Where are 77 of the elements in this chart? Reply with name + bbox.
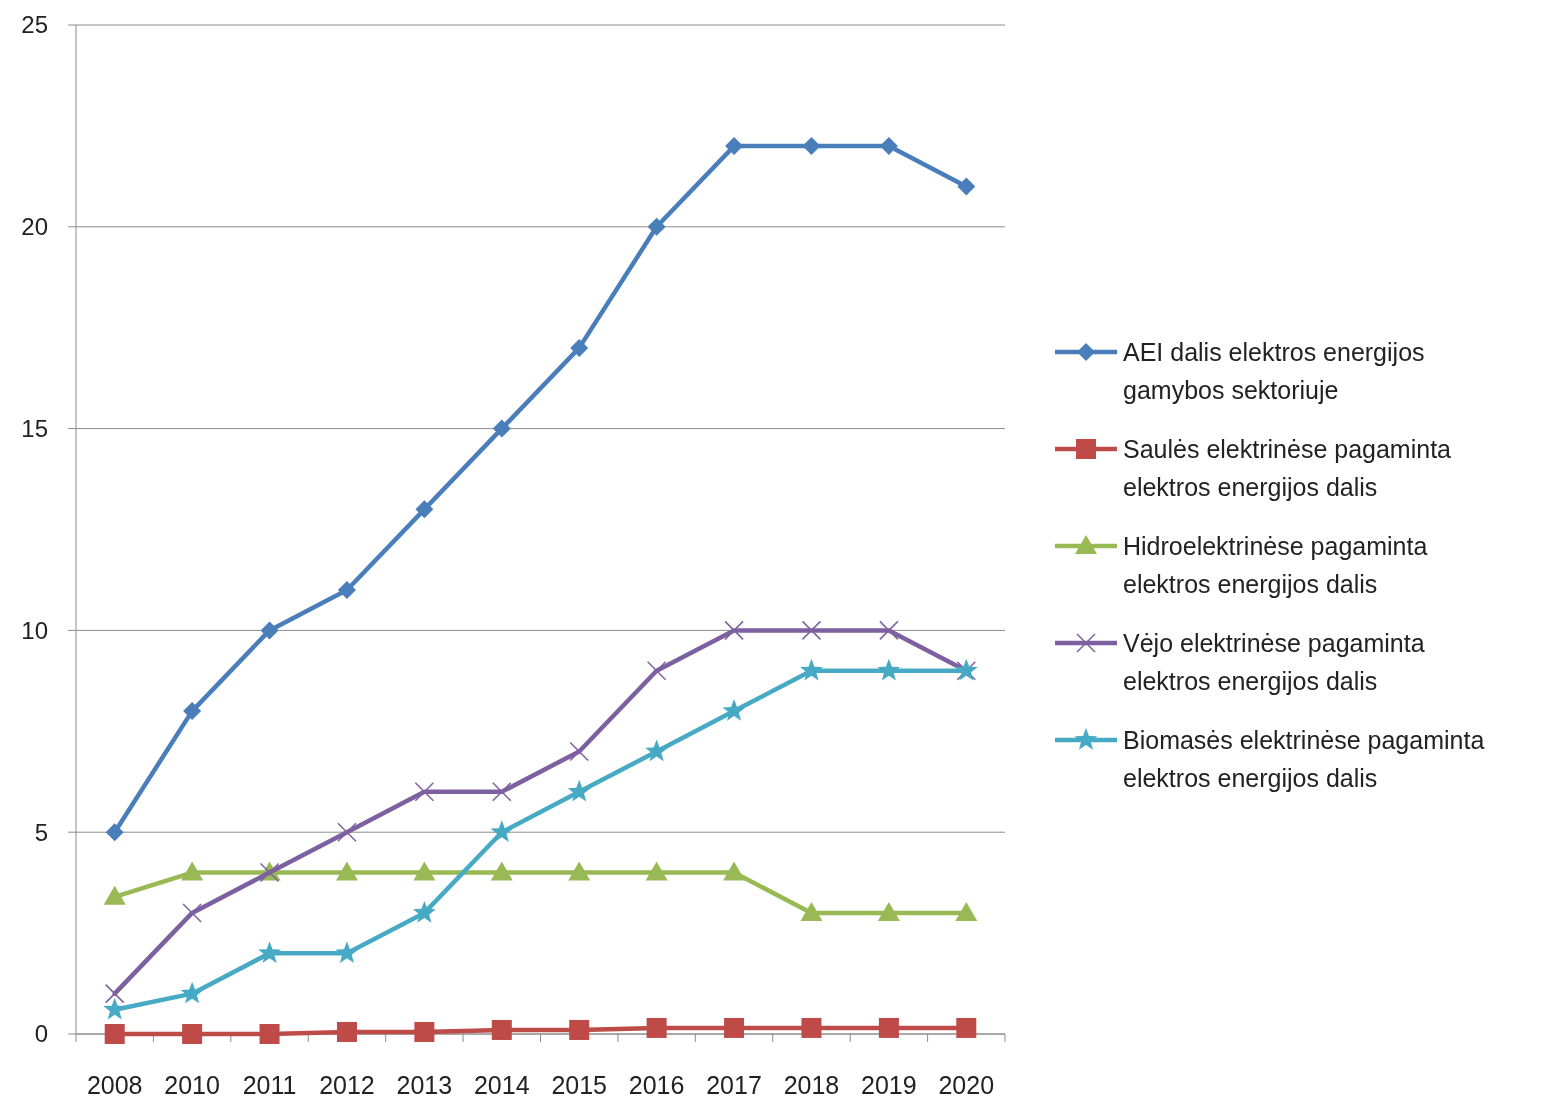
point: [879, 620, 899, 641]
point: [646, 661, 667, 681]
x-tick-label: 2019: [861, 1071, 917, 1099]
point: [181, 861, 204, 881]
point: [182, 1024, 203, 1044]
point: [337, 822, 357, 842]
point: [103, 997, 127, 1020]
legend-label: Biomasės elektrinėse pagaminta elektros energijos dalis: [1123, 725, 1485, 792]
point: [955, 901, 978, 921]
point: [260, 621, 279, 640]
point: [180, 981, 204, 1004]
point: [877, 658, 901, 681]
x-tick-label: 2013: [396, 1071, 453, 1099]
point: [957, 177, 976, 196]
point: [802, 137, 821, 156]
point: [646, 1017, 667, 1038]
x-tick-label: 2020: [938, 1071, 995, 1099]
x-tick-label: 2018: [783, 1071, 840, 1099]
x-tick-label: 2010: [164, 1071, 220, 1099]
x-tick-label: 2008: [86, 1071, 143, 1099]
point: [801, 1017, 822, 1038]
point: [490, 820, 514, 842]
y-tick-label: 15: [21, 415, 48, 442]
point: [258, 941, 281, 963]
point: [956, 1017, 977, 1038]
point: [569, 741, 589, 762]
point: [800, 901, 823, 921]
point: [413, 861, 436, 881]
legend-label: Hidroelektrinėse pagaminta elektros energijos dalis: [1123, 531, 1428, 598]
y-tick-label: 0: [34, 1020, 48, 1048]
point: [724, 1017, 745, 1038]
x-tick-label: 2017: [706, 1071, 762, 1099]
y-tick-label: 5: [34, 818, 48, 846]
point: [567, 779, 591, 802]
point: [335, 941, 359, 963]
point: [182, 903, 202, 923]
point: [183, 702, 202, 721]
point: [568, 861, 591, 881]
point: [723, 861, 746, 881]
point: [492, 782, 512, 802]
point: [337, 581, 356, 600]
legend-label: AEI dalis elektros energijos gamybos sektoriuje: [1123, 337, 1425, 404]
point: [336, 1021, 357, 1042]
point: [490, 861, 513, 881]
x-tick-label: 2014: [473, 1071, 530, 1099]
point: [801, 620, 822, 641]
point: [104, 1024, 125, 1044]
point: [569, 1019, 590, 1040]
point: [877, 901, 900, 921]
point: [645, 861, 668, 881]
point: [103, 885, 126, 905]
point: [645, 739, 669, 762]
y-tick-label: 25: [21, 11, 48, 39]
x-tick-label: 2012: [319, 1071, 375, 1099]
x-tick-label: 2011: [242, 1071, 297, 1099]
point: [647, 217, 666, 236]
point: [724, 620, 744, 641]
point: [878, 1017, 899, 1038]
legend-label: Saulės elektrinėse pagaminta elektros energijos dalis: [1123, 434, 1452, 501]
point: [414, 782, 435, 802]
y-tick-label: 10: [21, 616, 48, 644]
point: [105, 823, 124, 842]
x-tick-label: 2016: [628, 1071, 685, 1099]
point: [414, 1021, 435, 1042]
x-tick-label: 2015: [551, 1071, 608, 1099]
point: [335, 861, 358, 881]
point: [415, 500, 434, 519]
point: [570, 338, 589, 357]
point: [722, 699, 746, 721]
point: [492, 419, 511, 438]
point: [800, 658, 823, 681]
y-tick-label: 20: [21, 213, 48, 241]
point: [412, 900, 436, 923]
point: [259, 1024, 280, 1044]
point: [491, 1019, 512, 1040]
legend-label: Vėjo elektrinėse pagaminta elektros energijos dalis: [1123, 628, 1425, 695]
point: [104, 983, 125, 1004]
